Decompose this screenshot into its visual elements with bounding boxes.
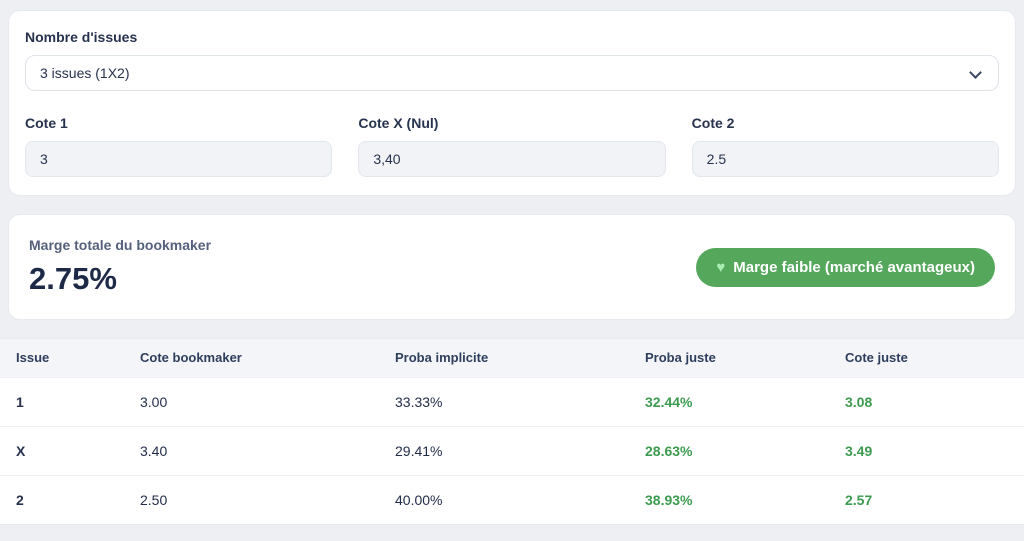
chevron-down-icon: [969, 66, 982, 79]
cell-proba-implicite: 33.33%: [379, 376, 629, 426]
margin-status-badge: ♥ Marge faible (marché avantageux): [696, 247, 995, 287]
header-cote-juste: Cote juste: [829, 339, 1024, 377]
cell-proba-implicite: 40.00%: [379, 474, 629, 524]
cell-cote-juste: 2.57: [829, 474, 1024, 524]
cote2-field-group: Cote 2: [691, 115, 999, 177]
cell-cote-juste: 3.08: [829, 376, 1024, 426]
header-proba-implicite: Proba implicite: [379, 339, 629, 377]
cell-proba-juste: 32.44%: [629, 376, 829, 426]
cell-cote-bookmaker: 2.50: [124, 474, 379, 524]
cote1-field-group: Cote 1: [25, 115, 333, 177]
table-header-row: Issue Cote bookmaker Proba implicite Pro…: [0, 339, 1024, 377]
margin-card: Marge totale du bookmaker 2.75% ♥ Marge …: [8, 214, 1016, 320]
odds-fields-row: Cote 1 Cote X (Nul) Cote 2: [25, 115, 999, 177]
margin-status-badge-label: Marge faible (marché avantageux): [733, 258, 975, 276]
cell-issue: 1: [0, 376, 124, 426]
margin-value: 2.75%: [29, 261, 117, 296]
cote2-input[interactable]: [691, 141, 999, 177]
cote1-input[interactable]: [25, 141, 333, 177]
coteX-input[interactable]: [358, 141, 666, 177]
results-table: Issue Cote bookmaker Proba implicite Pro…: [0, 338, 1024, 525]
cell-issue: X: [0, 425, 124, 475]
cell-cote-juste: 3.49: [829, 425, 1024, 475]
table-row: X 3.40 29.41% 28.63% 3.49: [0, 425, 1024, 475]
cell-issue: 2: [0, 474, 124, 524]
issues-label: Nombre d'issues: [25, 29, 138, 45]
table-row: 1 3.00 33.33% 32.44% 3.08: [0, 376, 1024, 426]
header-issue: Issue: [0, 339, 124, 377]
margin-label: Marge totale du bookmaker: [29, 237, 212, 253]
margin-summary: Marge totale du bookmaker 2.75%: [29, 237, 211, 297]
header-cote-bookmaker: Cote bookmaker: [124, 339, 379, 377]
odds-form-card: Nombre d'issues 3 issues (1X2) Cote 1 Co…: [8, 10, 1016, 196]
cote1-label: Cote 1: [25, 115, 68, 131]
cell-cote-bookmaker: 3.40: [124, 425, 379, 475]
table-row: 2 2.50 40.00% 38.93% 2.57: [0, 474, 1024, 524]
cell-proba-implicite: 29.41%: [379, 425, 629, 475]
cell-proba-juste: 38.93%: [629, 474, 829, 524]
cell-proba-juste: 28.63%: [629, 425, 829, 475]
coteX-label: Cote X (Nul): [358, 115, 439, 131]
cote2-label: Cote 2: [691, 115, 735, 131]
green-heart-icon: ♥: [716, 258, 726, 276]
coteX-field-group: Cote X (Nul): [358, 115, 666, 177]
issues-select[interactable]: 3 issues (1X2): [25, 55, 999, 91]
cell-cote-bookmaker: 3.00: [124, 376, 379, 426]
issues-select-value: 3 issues (1X2): [40, 65, 130, 81]
header-proba-juste: Proba juste: [629, 339, 829, 377]
